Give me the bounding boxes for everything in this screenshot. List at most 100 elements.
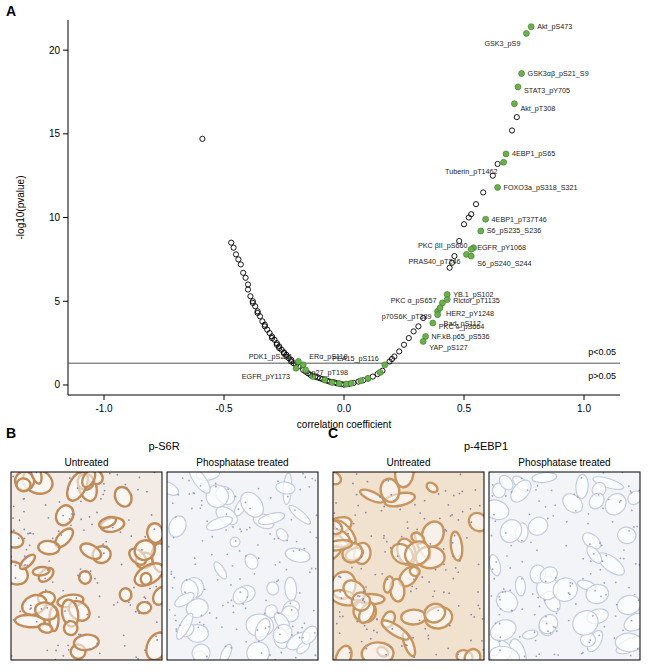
nucleus (296, 541, 298, 543)
point-label: NF.kB.p65_pS536 (432, 332, 490, 341)
nucleus (606, 555, 608, 557)
gland (230, 585, 251, 607)
nucleus (68, 488, 70, 490)
nucleus (535, 640, 537, 642)
nucleus (376, 632, 378, 634)
nucleus (616, 604, 618, 606)
nucleus (23, 528, 25, 530)
nucleus (505, 495, 507, 497)
nucleus (85, 571, 87, 573)
gland (32, 566, 50, 576)
gland (349, 590, 373, 614)
nucleus (258, 557, 260, 559)
nucleus (75, 597, 77, 599)
x-tick (104, 395, 105, 400)
nucleus (299, 489, 301, 491)
nucleus (554, 653, 556, 655)
nucleus (534, 614, 536, 616)
nucleus (399, 509, 401, 511)
image-caption: Phosphatase treated (196, 457, 288, 468)
nucleus (130, 535, 132, 537)
gland (252, 616, 273, 642)
nucleus (353, 523, 355, 525)
nucleus (265, 627, 267, 629)
nucleus (313, 610, 315, 612)
nucleus (500, 608, 502, 610)
nucleus (538, 500, 540, 502)
nucleus (557, 654, 559, 656)
tissue (11, 472, 162, 660)
nucleus (59, 501, 61, 503)
micrograph (480, 471, 650, 670)
nucleus (593, 553, 595, 555)
nucleus (278, 627, 280, 629)
nucleus (293, 550, 295, 552)
nucleus (264, 613, 266, 615)
nucleus (406, 521, 408, 523)
nucleus (280, 652, 282, 654)
x-tick (584, 395, 585, 400)
nucleus (556, 630, 558, 632)
gland (275, 481, 296, 496)
nucleus (36, 621, 38, 623)
nucleus (238, 508, 240, 510)
nucleus (147, 601, 149, 603)
nucleus (605, 594, 607, 596)
nucleus (47, 569, 49, 571)
tissue (167, 472, 318, 660)
nucleus (413, 578, 415, 580)
nucleus (225, 529, 227, 531)
point (468, 246, 474, 252)
nucleus (413, 656, 415, 658)
nucleus (452, 578, 454, 580)
nucleus (26, 556, 28, 558)
nucleus (387, 578, 389, 580)
nucleus (77, 487, 79, 489)
gland (189, 641, 214, 660)
nucleus (231, 599, 233, 601)
nucleus (555, 577, 557, 579)
gland (568, 606, 603, 641)
point (416, 324, 421, 329)
nucleus (232, 565, 234, 567)
gland (496, 516, 526, 547)
gland (379, 617, 411, 643)
figure: A-1.0-0.50.00.51.005101520correlation co… (0, 0, 650, 672)
nucleus (268, 626, 270, 628)
nucleus (556, 612, 558, 614)
nucleus (46, 607, 48, 609)
nucleus (29, 544, 31, 546)
gland (585, 583, 610, 605)
panel-label: C (328, 425, 338, 441)
gland (489, 616, 519, 645)
nucleus (615, 615, 617, 617)
nucleus (502, 591, 504, 593)
nucleus (30, 473, 32, 475)
nucleus (570, 585, 572, 587)
nucleus (478, 564, 480, 566)
nucleus (537, 485, 539, 487)
nucleus (499, 636, 501, 638)
nucleus (230, 647, 232, 649)
nucleus (553, 626, 555, 628)
gland (616, 526, 637, 546)
nucleus (398, 543, 400, 545)
nucleus (78, 634, 80, 636)
nucleus (253, 573, 255, 575)
nucleus (239, 591, 241, 593)
nucleus (466, 537, 468, 539)
nucleus (566, 521, 568, 523)
point-label: PKC δ_pS664 (439, 322, 485, 331)
nucleus (335, 502, 337, 504)
nucleus (521, 608, 523, 610)
nucleus (365, 512, 367, 514)
nucleus (276, 580, 278, 582)
micrograph (320, 456, 492, 670)
nucleus (347, 533, 349, 535)
nucleus (474, 489, 476, 491)
nucleus (615, 582, 617, 584)
nucleus (15, 577, 17, 579)
nucleus (631, 620, 633, 622)
nucleus (201, 504, 203, 506)
point (269, 335, 274, 340)
